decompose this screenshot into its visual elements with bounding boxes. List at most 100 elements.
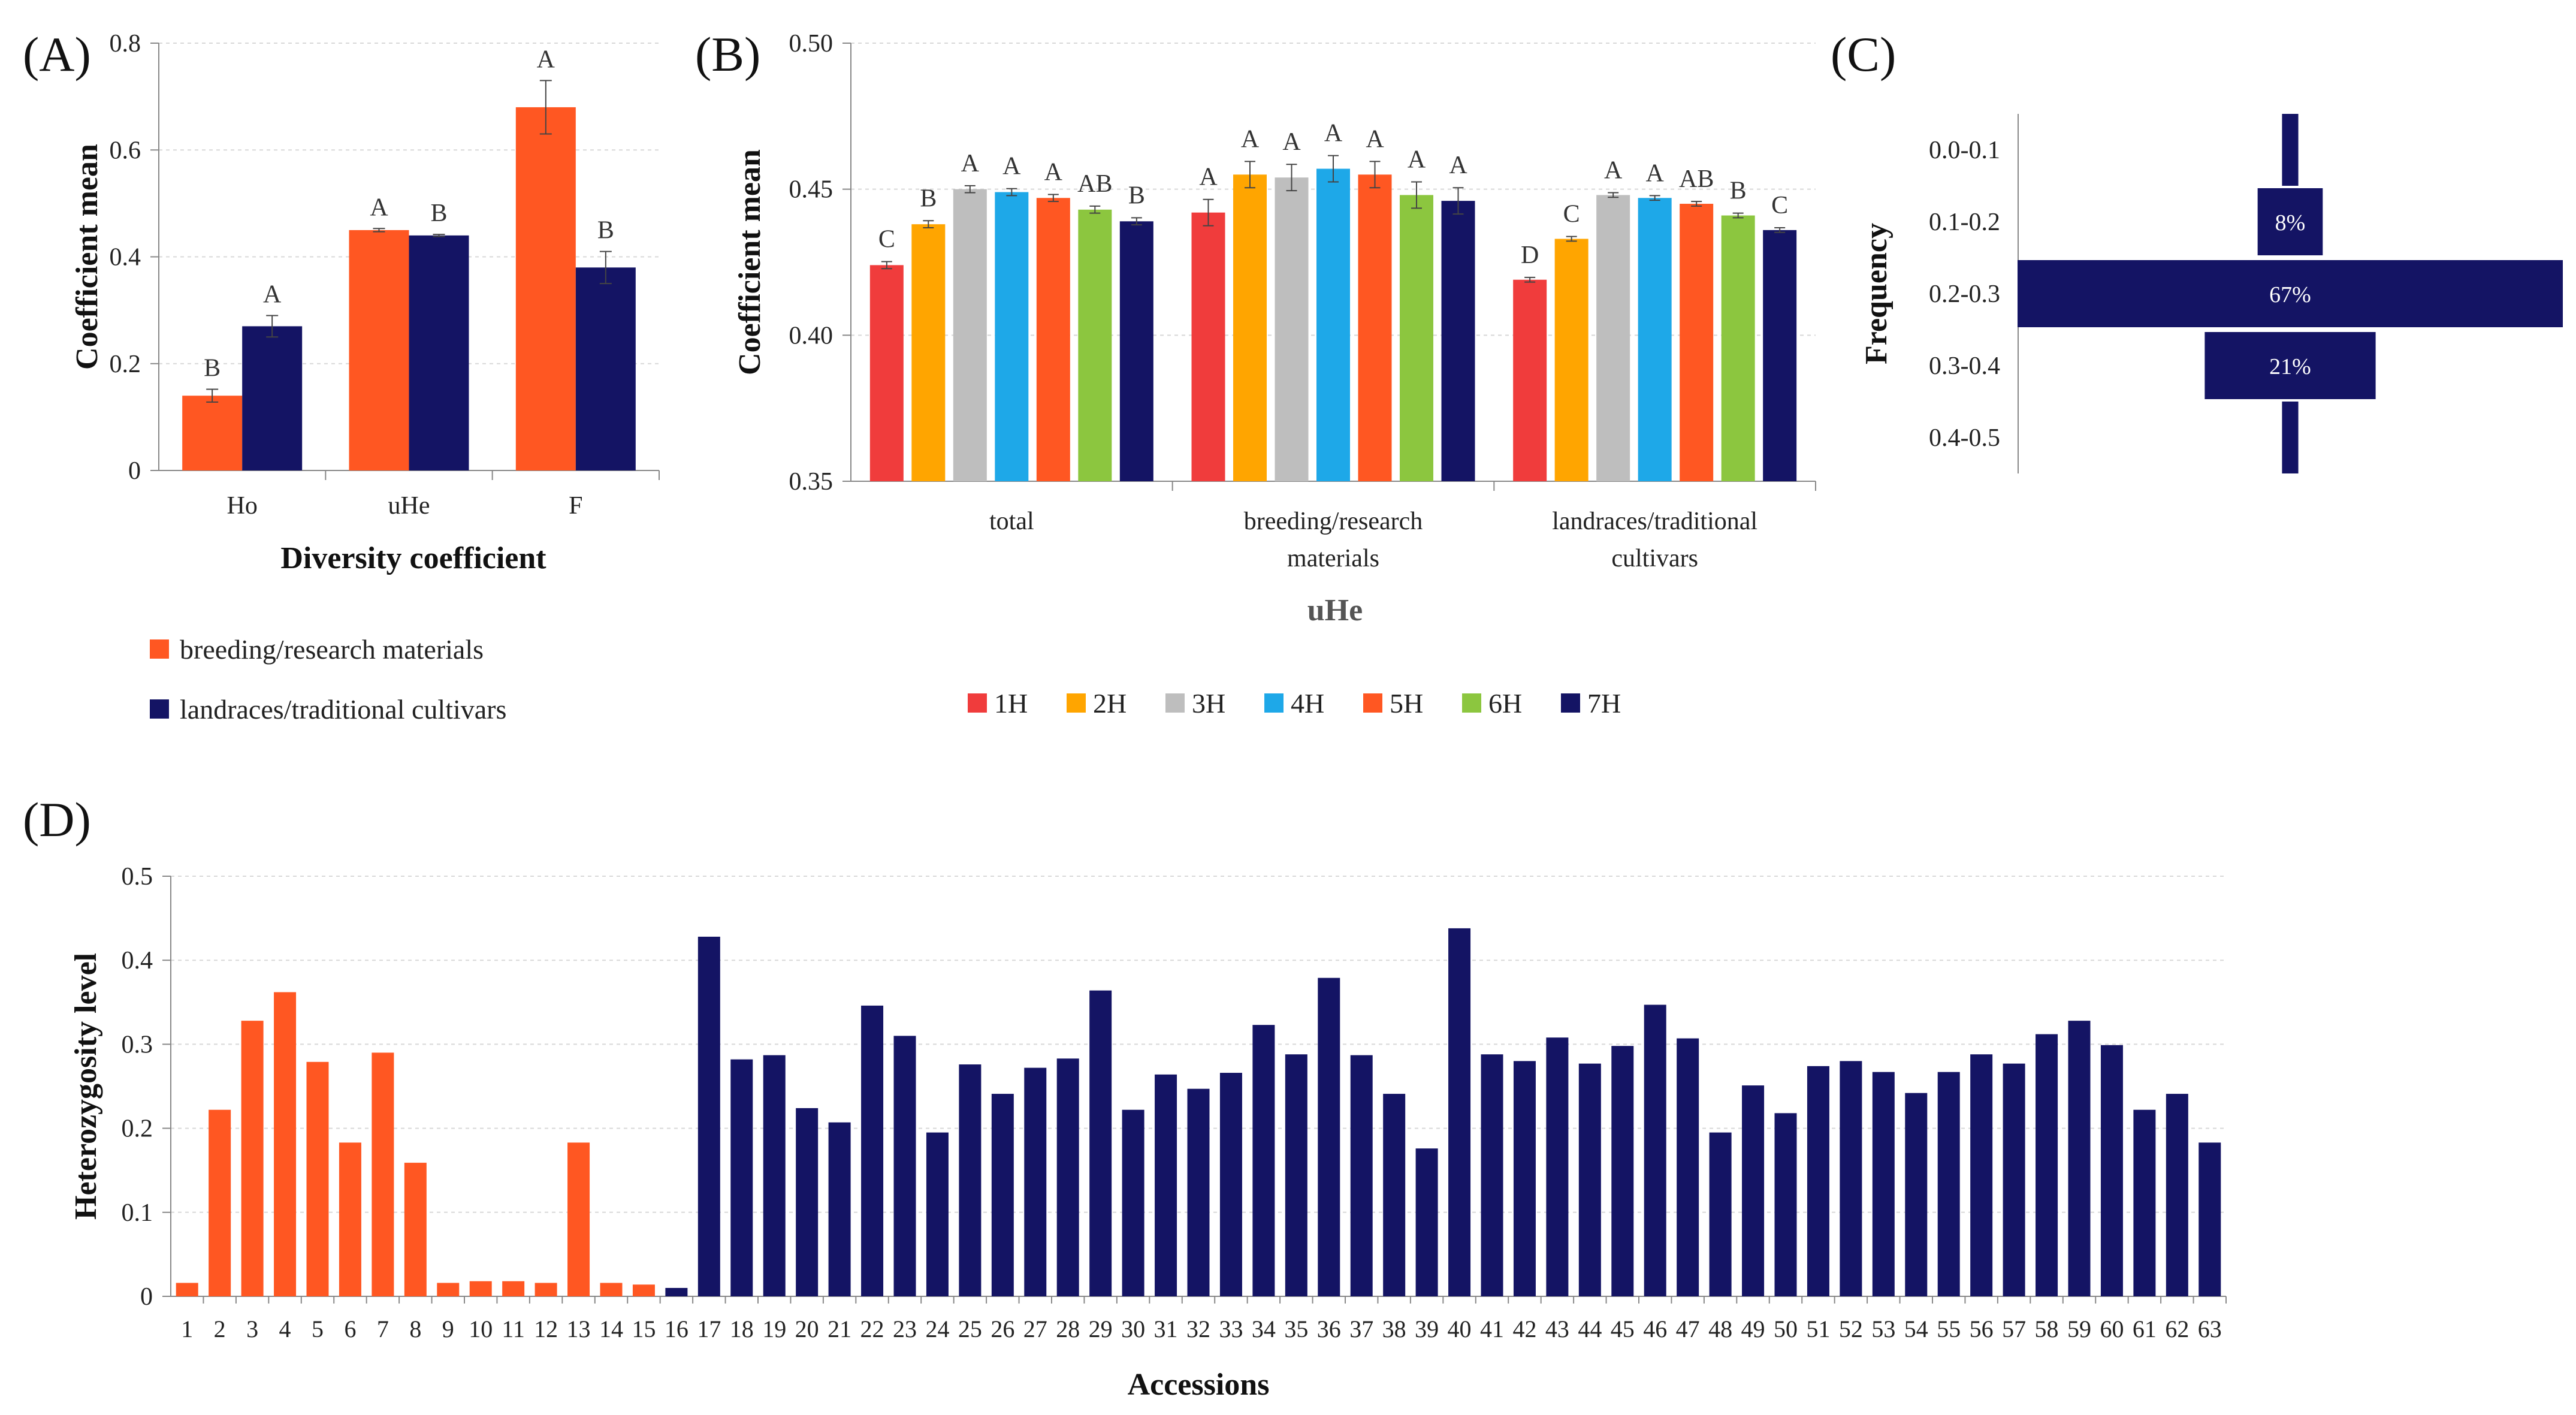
panel-a-significance-letter: A [370,194,388,221]
panel-b-significance-letter: AB [1077,170,1112,198]
panel-d-bar [1742,1085,1765,1296]
panel-a-ytick-label: 0.2 [110,351,141,378]
panel-d-ytick-label: 0.2 [122,1115,153,1143]
panel-b-bar [1191,212,1225,481]
panel-d-bar [2166,1094,2188,1296]
panel-c-ytick-label: 0.4-0.5 [1929,424,2000,452]
panel-c-bar [2204,332,2376,399]
panel-d-ytick-label: 0.3 [122,1031,153,1058]
panel-d-xtick-label: 56 [1970,1316,1994,1342]
panel-d-bar [1709,1132,1732,1296]
panel-c-bar-label: 21% [2269,354,2311,379]
panel-a-xtick-label: uHe [388,492,430,520]
panel-b-xtick-label: breeding/research [1244,508,1423,535]
panel-b-legend-label: 7H [1587,688,1621,719]
panel-b-significance-letter: D [1521,242,1539,269]
panel-b-legend-swatch [1561,693,1580,713]
panel-d-bar [1774,1113,1797,1296]
panel-d-xtick-label: 7 [377,1316,389,1342]
panel-b-significance-letter: B [920,185,937,212]
panel-d-ytick-label: 0.1 [122,1199,153,1227]
panel-a-bar [575,267,636,470]
panel-d-xtick-label: 34 [1252,1316,1276,1342]
panel-a-ytick-label: 0.4 [110,244,141,271]
panel-d-bar [1383,1094,1406,1296]
panel-c-bar [2257,188,2323,255]
panel-d-xtick-label: 25 [958,1316,982,1342]
panel-a-legend-swatch [150,699,169,719]
panel-b-bar [1763,230,1797,481]
panel-b-bar [1596,195,1630,481]
panel-b-bar [1233,174,1267,481]
panel-a-bar [349,230,409,470]
panel-d-bar [991,1094,1014,1296]
panel-d: (D)00.10.20.30.40.51 2 3 4 5 6 7 8 9 10 11 12 13 14 15… [23,792,2227,1402]
panel-d-xtick-label: 51 [1806,1316,1830,1342]
panel-d-xtick-label: 47 [1676,1316,1700,1342]
panel-b-xtick-label: materials [1287,545,1379,572]
panel-c-bar [2282,114,2299,186]
panel-d-xtick-label: 16 [665,1316,688,1342]
panel-d-xtick-label: 2 [214,1316,226,1342]
panel-b-significance-letter: B [1128,182,1145,209]
panel-c-y-title: Frequency [1859,223,1894,364]
panel-d-xtick-label: 20 [795,1316,819,1342]
panel-d-label: (D) [23,792,91,847]
panel-d-xtick-label: 13 [567,1316,591,1342]
panel-d-bar [1024,1067,1047,1296]
panel-a-significance-letter: A [537,46,555,73]
panel-d-bar [372,1052,394,1296]
panel-b-significance-letter: A [1604,157,1623,185]
panel-d-bar [828,1122,851,1296]
panel-d-bar [1644,1004,1666,1296]
panel-d-xtick-label: 44 [1578,1316,1602,1342]
panel-d-bar [697,936,720,1296]
panel-c: (C) 0.0-0.1 0.1-0.2 8% 0.2-0.3 67% 0.3-0.4 21% 0… [1831,27,2563,473]
panel-d-xtick-label: 10 [469,1316,493,1342]
panel-d-x-title: Accessions [1128,1368,1270,1402]
panel-b-bar [1554,239,1589,481]
panel-a-legend-label: breeding/research materials [180,634,484,665]
panel-d-bar [730,1059,753,1296]
panel-d-xtick-label: 35 [1284,1316,1308,1342]
panel-b-bar [1275,177,1309,481]
panel-d-bar [2036,1034,2058,1296]
panel-d-xtick-label: 53 [1871,1316,1895,1342]
panel-c-ytick-label: 0.3-0.4 [1929,352,2000,380]
panel-b-bar [1358,174,1392,481]
panel-d-xtick-label: 38 [1382,1316,1406,1342]
panel-d-bar [600,1283,623,1296]
panel-a-significance-letter: B [597,217,614,245]
panel-d-xtick-label: 39 [1415,1316,1439,1342]
panel-c-bar [2282,402,2299,473]
panel-c-ytick-label: 0.0-0.1 [1929,137,2000,164]
panel-d-bar [2100,1045,2123,1296]
panel-a-xtick-label: F [569,492,582,520]
panel-d-xtick-label: 5 [312,1316,324,1342]
panel-d-xtick-label: 31 [1154,1316,1178,1342]
panel-b-bar [1036,198,1070,481]
panel-b-significance-letter: A [1324,120,1343,147]
panel-d-bar [274,992,297,1296]
panel-d-bar [502,1281,525,1296]
panel-d-xtick-label: 18 [730,1316,754,1342]
panel-d-xtick-label: 59 [2067,1316,2091,1342]
panel-b-ytick-label: 0.50 [789,30,833,58]
panel-b-significance-letter: C [878,226,895,254]
panel-b-bar [1316,168,1350,481]
panel-b-bar [869,265,904,481]
panel-b-label: (B) [695,27,760,82]
panel-b-significance-letter: A [1645,159,1664,187]
panel-d-bar [1285,1054,1307,1296]
panel-c-bar-label: 8% [2275,210,2306,236]
panel-d-bar [1840,1061,1862,1296]
panel-d-bar [796,1108,819,1296]
panel-b-ytick-label: 0.45 [789,176,833,204]
panel-d-bar [1056,1058,1079,1296]
panel-d-xtick-label: 26 [990,1316,1014,1342]
panel-d-xtick-label: 42 [1512,1316,1536,1342]
panel-d-bar [1252,1025,1275,1296]
panel-d-bar [1481,1054,1503,1296]
panel-b-bar [1721,215,1755,481]
panel-d-xtick-label: 19 [762,1316,786,1342]
